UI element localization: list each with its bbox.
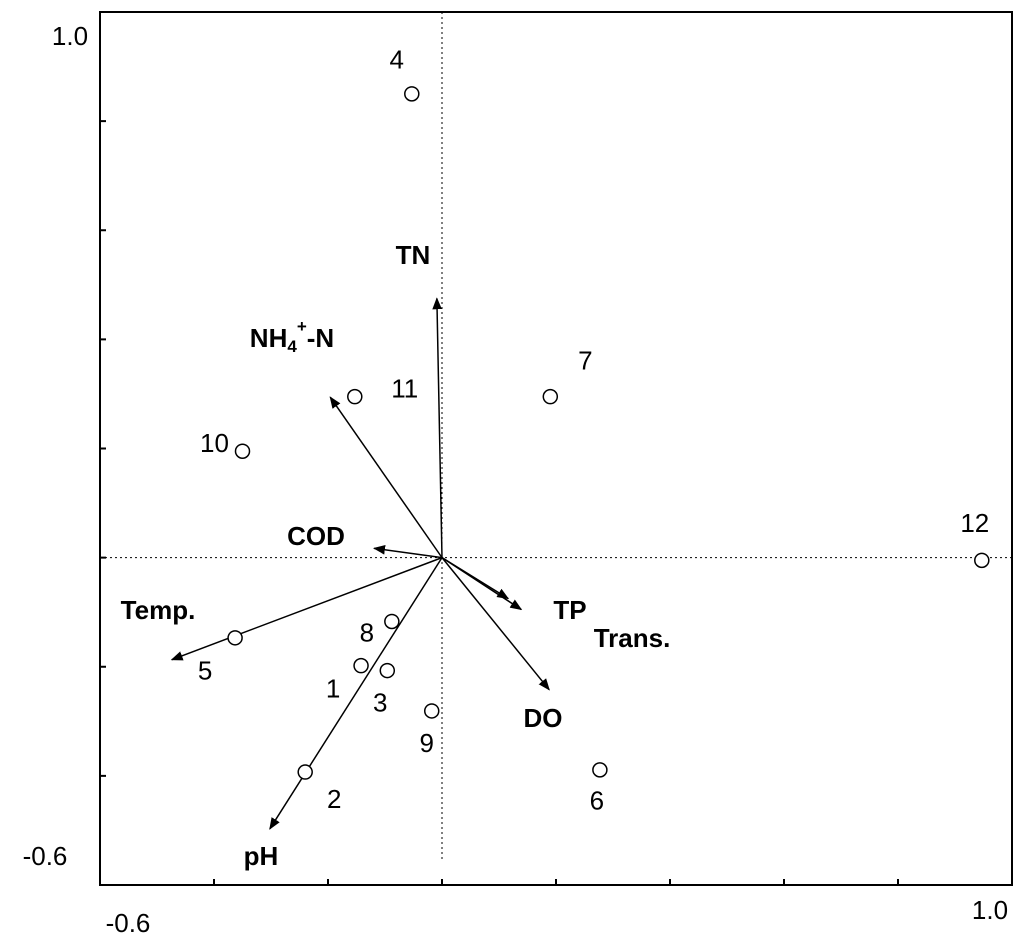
variable-arrow	[441, 556, 510, 600]
variable-label: Trans.	[594, 623, 671, 653]
variable-label: Temp.	[121, 595, 196, 625]
variable-arrow	[329, 396, 443, 559]
site-label: 9	[420, 728, 434, 758]
site-point	[297, 764, 313, 780]
variable-label-part: 4	[287, 337, 297, 356]
variable-label: pH	[244, 841, 279, 871]
variable-arrow	[432, 297, 443, 558]
x-tick-label: -0.6	[106, 908, 151, 938]
site-point	[384, 613, 400, 630]
site-label: 8	[360, 617, 374, 647]
variable-arrow	[441, 557, 550, 691]
variable-label: NH4+-N	[250, 317, 334, 356]
site-label: 10	[200, 428, 229, 458]
site-label: 5	[198, 656, 212, 686]
variable-label-part: -N	[307, 323, 334, 353]
site-label: 3	[373, 687, 387, 717]
variable-label: COD	[287, 521, 345, 551]
x-tick-label: 1.0	[972, 895, 1008, 925]
variable-arrow	[372, 545, 443, 559]
site-point	[542, 388, 559, 405]
site-label: 12	[960, 508, 989, 538]
site-point	[353, 657, 369, 674]
site-label: 2	[327, 784, 341, 814]
site-point	[592, 762, 608, 778]
variable-label-part: NH	[250, 323, 288, 353]
y-tick-label: 1.0	[52, 21, 88, 51]
variable-label: TN	[396, 240, 431, 270]
site-label: 7	[578, 346, 592, 376]
site-point	[379, 662, 396, 679]
site-point	[227, 630, 243, 646]
site-label: 11	[391, 374, 418, 404]
variable-label: TP	[553, 595, 586, 625]
site-point	[347, 388, 363, 405]
site-point	[974, 552, 990, 569]
variable-label: DO	[524, 703, 563, 733]
site-label: 1	[326, 674, 340, 704]
variable-arrow	[170, 556, 443, 661]
site-point	[423, 703, 440, 719]
site-point	[234, 443, 251, 459]
y-tick-label: -0.6	[23, 841, 68, 871]
variable-arrow	[269, 557, 443, 830]
site-point	[404, 86, 420, 102]
variable-label-part: +	[297, 317, 307, 336]
site-label: 4	[390, 45, 404, 75]
site-label: 6	[590, 786, 604, 816]
